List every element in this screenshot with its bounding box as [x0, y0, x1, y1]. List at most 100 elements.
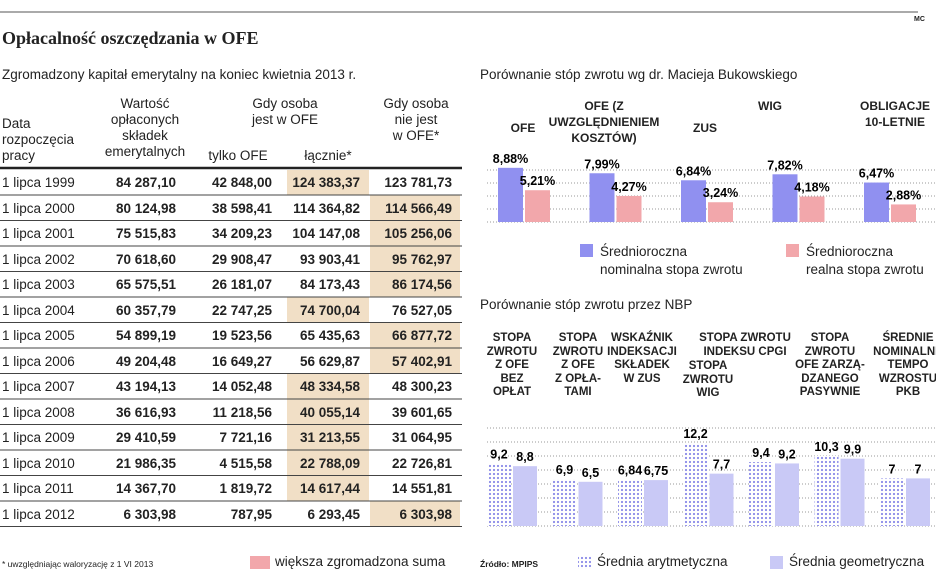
table-cell: 1 lipca 2004: [2, 302, 75, 318]
legend-swatch: [250, 556, 270, 569]
value-label: 5,21%: [520, 174, 555, 188]
highlight-cell: [370, 501, 460, 526]
table-cell: 49 204,48: [115, 353, 176, 369]
highlight-cell: [287, 297, 369, 322]
column-header: Gdy osoba jest w OFE: [251, 96, 318, 127]
table-cell: 1 lipca 2010: [2, 455, 75, 471]
table-cell: 123 781,73: [384, 175, 452, 190]
table-cell: 48 334,58: [299, 379, 360, 394]
table-cell: 39 601,65: [391, 404, 452, 420]
table-cell: 84 287,10: [115, 175, 176, 190]
logo: MC: [914, 16, 925, 23]
bar: [681, 180, 706, 222]
table-cell: 29 908,47: [211, 251, 272, 267]
value-label: 6,75: [644, 464, 668, 478]
value-label: 7,82%: [767, 158, 802, 172]
table-cell: 31 064,95: [391, 430, 452, 445]
table-cell: 1 lipca 2012: [2, 506, 75, 522]
table-cell: 31 213,55: [299, 430, 360, 445]
highlight-cell: [370, 221, 460, 246]
category-label: WSKAŹNIK INDEKSACJI SKŁADEK W ZUS: [607, 332, 677, 385]
highlight-cell: [370, 323, 460, 348]
table-cell: 14 551,81: [391, 481, 452, 496]
value-label: 3,24%: [703, 186, 738, 200]
table-cell: 22 747,25: [211, 302, 272, 318]
bar: [864, 182, 889, 222]
value-label: 4,27%: [611, 180, 646, 194]
column-header: Gdy osoba nie jest w OFE*: [383, 96, 449, 143]
highlight-cell: [287, 425, 369, 450]
table-title: Zgromadzony kapitał emerytalny na koniec…: [2, 67, 357, 82]
legend-label: większa zgromadzona suma: [275, 554, 446, 569]
table-cell: 6 303,98: [399, 506, 452, 522]
table-cell: 40 055,14: [299, 404, 360, 420]
table-cell: 26 181,07: [211, 277, 272, 292]
table-cell: 1 lipca 2007: [2, 379, 75, 394]
table-cell: 1 lipca 1999: [2, 175, 75, 190]
legend-swatch: [580, 244, 593, 257]
table-cell: 787,95: [230, 506, 272, 522]
table-cell: 42 848,00: [211, 175, 272, 190]
highlight-cell: [287, 374, 369, 399]
column-header: Wartość opłaconych składek emerytalnych: [104, 96, 186, 159]
category-label: OBLIGACJE 10-LETNIE: [859, 99, 930, 129]
table-cell: 38 598,41: [211, 200, 272, 216]
table-cell: 54 899,19: [115, 328, 176, 343]
table-cell: 76 527,05: [391, 302, 452, 318]
table-cell: 48 300,23: [391, 379, 452, 394]
bar: [814, 455, 839, 526]
legend-swatch: [786, 244, 799, 257]
table-cell: 70 618,60: [115, 251, 176, 267]
table-cell: 105 256,06: [384, 226, 452, 241]
chart-title: Porównanie stóp zwrotu wg dr. Macieja Bu…: [480, 67, 798, 82]
bar: [498, 167, 523, 222]
table-cell: 95 762,97: [391, 251, 452, 267]
bar: [644, 480, 668, 526]
bar: [880, 478, 904, 526]
table-cell: 1 819,72: [219, 481, 272, 496]
column-header: tylko OFE: [208, 148, 268, 163]
value-label: 9,2: [778, 447, 795, 461]
table-cell: 14 367,70: [115, 481, 176, 496]
table-cell: 36 616,93: [115, 404, 176, 420]
bar: [840, 458, 865, 526]
table-cell: 124 383,37: [292, 175, 360, 190]
table-cell: 29 410,59: [115, 430, 176, 445]
table-cell: 21 986,35: [115, 455, 176, 471]
table-cell: 75 515,83: [115, 226, 176, 241]
value-label: 8,88%: [493, 152, 528, 166]
table-cell: 104 147,08: [292, 226, 360, 241]
bar: [709, 473, 734, 526]
legend-label: Średnioroczna realna stopa zwrotu: [806, 244, 924, 277]
table-cell: 22 726,81: [391, 455, 452, 471]
table-cell: 6 303,98: [123, 506, 176, 522]
category-label: STOPA ZWROTU INDEKSU CPGI: [699, 332, 791, 358]
value-label: 9,9: [844, 443, 861, 457]
bar: [616, 195, 642, 222]
bar: [906, 478, 930, 526]
highlight-cell: [370, 195, 460, 220]
value-label: 6,5: [582, 466, 599, 480]
table-cell: 1 lipca 2008: [2, 404, 75, 420]
highlight-cell: [370, 348, 460, 373]
highlight-cell: [287, 476, 369, 501]
value-label: 7: [889, 462, 896, 476]
table-cell: 60 357,79: [115, 302, 176, 318]
value-label: 6,84: [618, 463, 642, 477]
table-cell: 14 052,48: [211, 379, 272, 394]
source: Źródło: MPIPS: [480, 559, 539, 569]
table-cell: 114 364,82: [293, 200, 360, 216]
value-label: 6,84%: [676, 164, 711, 178]
bar: [618, 479, 642, 526]
table-cell: 56 629,87: [299, 353, 360, 369]
value-label: 2,88%: [886, 188, 921, 202]
table-cell: 66 877,72: [391, 328, 452, 343]
value-label: 10,3: [814, 440, 838, 454]
table-cell: 4 515,58: [219, 455, 272, 471]
value-label: 6,47%: [859, 167, 894, 181]
page-title: Opłacalność oszczędzania w OFE: [2, 28, 259, 48]
table-cell: 7 721,16: [219, 430, 272, 445]
table-cell: 14 617,44: [299, 481, 360, 496]
table-cell: 22 788,09: [299, 455, 360, 471]
legend-swatch: [578, 556, 591, 569]
